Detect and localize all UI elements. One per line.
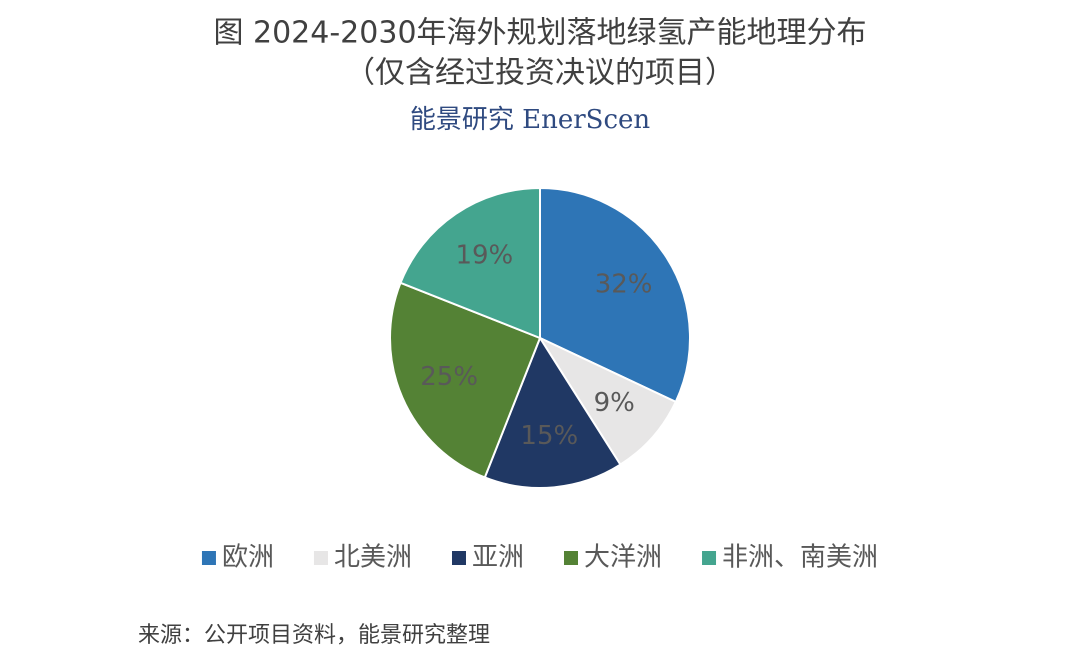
legend-label: 大洋洲 [584,543,662,573]
legend-marker [702,551,717,565]
legend-marker [313,551,328,565]
data-label: 32% [595,269,653,299]
data-label: 15% [520,421,578,451]
data-label: 9% [594,388,635,418]
legend-marker [564,551,579,565]
legend-label: 欧洲 [222,543,274,573]
data-label: 19% [455,241,513,271]
source-note: 来源：公开项目资料，能景研究整理 [138,623,490,648]
data-label: 25% [420,362,478,392]
pie-slice [537,335,678,467]
legend-label: 北美洲 [334,543,412,573]
chart-title: 图 2024-2030年海外规划落地绿氢产能地理分布 [213,16,866,51]
chart-subtitle: （仅含经过投资决议的项目） [345,56,735,91]
legend-label: 非洲、南美洲 [722,543,878,573]
pie-slice [539,186,691,404]
legend-marker [201,551,216,565]
pie-slice [389,281,542,479]
legend-marker [451,551,466,565]
pie-slice [399,186,541,340]
pie-slice [483,335,622,489]
brand: 能景研究 EnerScen [410,105,651,135]
legend-label: 亚洲 [472,543,524,573]
